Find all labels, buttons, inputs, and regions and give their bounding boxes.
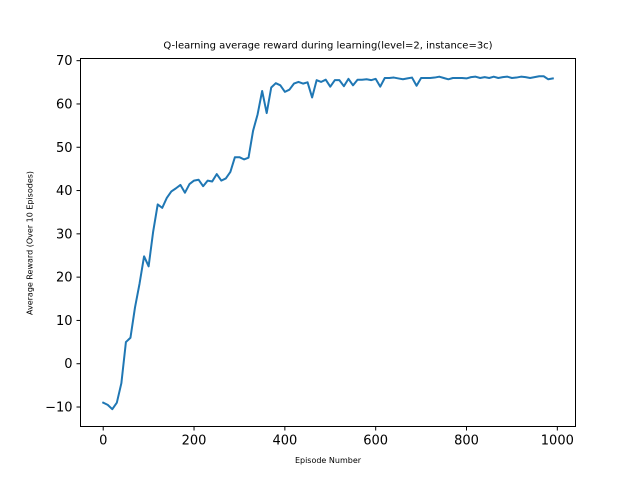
y-tick-label: 0 xyxy=(64,357,72,372)
y-tick-label: 60 xyxy=(56,97,73,112)
x-axis: 0 200 400 600 800 1000 xyxy=(99,426,574,449)
x-tick-label: 1000 xyxy=(541,434,574,449)
y-tick-label: −10 xyxy=(45,401,72,416)
x-tick-label: 200 xyxy=(182,434,207,449)
x-axis-label: Episode Number xyxy=(295,456,362,465)
x-tick-label: 600 xyxy=(363,434,388,449)
y-axis-label: Average Reward (Over 10 Episodes) xyxy=(26,171,35,315)
x-tick-label: 0 xyxy=(99,434,107,449)
y-tick-label: 30 xyxy=(56,227,73,242)
y-tick-label: 20 xyxy=(56,271,73,286)
y-axis: −10 0 10 20 30 40 50 60 70 xyxy=(45,54,81,416)
y-tick-label: 40 xyxy=(56,184,73,199)
plot-frame xyxy=(80,58,576,427)
plot-area xyxy=(101,75,554,411)
x-tick-label: 800 xyxy=(454,434,479,449)
y-tick-label: 50 xyxy=(56,141,73,156)
series-line xyxy=(101,75,554,411)
chart-title: Q-learning average reward during learnin… xyxy=(163,41,492,52)
y-tick-label: 10 xyxy=(56,314,73,329)
x-tick-label: 400 xyxy=(272,434,297,449)
y-tick-label: 70 xyxy=(56,54,73,69)
